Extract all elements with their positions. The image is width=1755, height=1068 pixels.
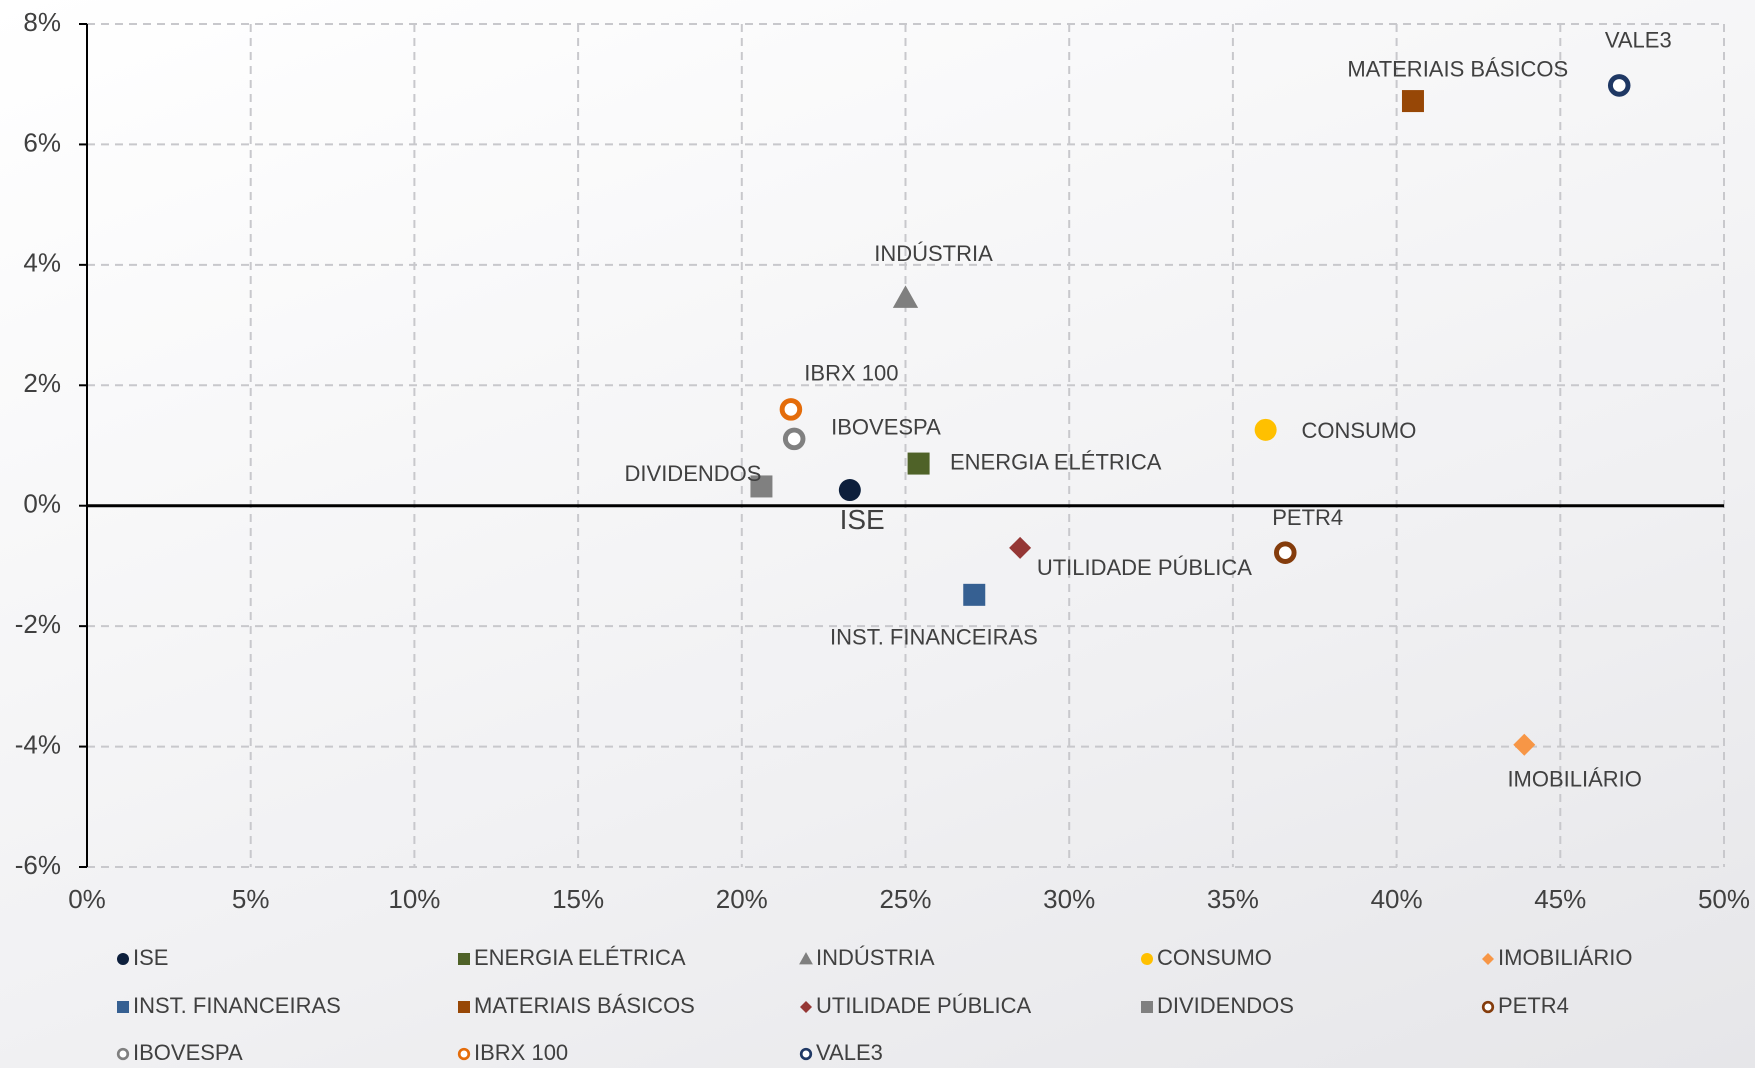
point (907, 452, 930, 475)
legend-marker (1141, 953, 1153, 965)
y-tick-label: -2% (15, 609, 61, 639)
legend-label: IBOVESPA (133, 1040, 243, 1065)
point (782, 427, 806, 451)
point-label: DIVIDENDOS (625, 461, 762, 486)
legend-label: VALE3 (816, 1040, 883, 1065)
legend-label: IMOBILIÁRIO (1498, 945, 1632, 970)
legend-marker (458, 953, 470, 965)
legend-label: IBRX 100 (474, 1040, 568, 1065)
legend-marker (800, 1001, 812, 1013)
legend-label: ENERGIA ELÉTRICA (474, 945, 686, 970)
legend-marker (799, 1047, 813, 1061)
y-tick-label: 4% (23, 248, 61, 278)
legend-label: CONSUMO (1157, 945, 1272, 970)
point (1009, 536, 1032, 559)
x-tick-label: 10% (388, 884, 440, 914)
x-tick-label: 40% (1371, 884, 1423, 914)
point (838, 479, 861, 502)
legend-label: INDÚSTRIA (816, 945, 935, 970)
point (1254, 418, 1277, 441)
point (1274, 541, 1297, 564)
x-tick-label: 0% (68, 884, 106, 914)
point-label: CONSUMO (1301, 418, 1416, 443)
y-tick-label: 0% (23, 489, 61, 519)
y-tick-label: 8% (23, 7, 61, 37)
x-tick-label: 5% (232, 884, 270, 914)
legend-label: INST. FINANCEIRAS (133, 993, 341, 1018)
x-tick-label: 35% (1207, 884, 1259, 914)
legend-marker (1482, 953, 1494, 965)
y-tick-label: -6% (15, 850, 61, 880)
point-label: INST. FINANCEIRAS (830, 624, 1038, 649)
x-tick-label: 50% (1698, 884, 1750, 914)
point-label: PETR4 (1272, 505, 1343, 530)
point (892, 285, 919, 308)
legend-marker (458, 1001, 470, 1013)
point (963, 583, 986, 606)
point (1513, 733, 1536, 756)
legend-marker (117, 1001, 129, 1013)
legend-label: ISE (133, 945, 168, 970)
y-tick-label: 2% (23, 368, 61, 398)
point-label: ISE (840, 504, 885, 535)
legend-marker (457, 1047, 471, 1061)
legend-marker (1481, 1000, 1495, 1014)
x-tick-label: 30% (1043, 884, 1095, 914)
point-label: IBRX 100 (804, 360, 898, 385)
legend-marker (117, 953, 129, 965)
point (779, 398, 803, 421)
point-label: IMOBILIÁRIO (1507, 766, 1641, 791)
legend-label: DIVIDENDOS (1157, 993, 1294, 1018)
x-tick-label: 45% (1534, 884, 1586, 914)
y-tick-label: -4% (15, 729, 61, 759)
point-label: MATERIAIS BÁSICOS (1347, 57, 1568, 82)
point-label: VALE3 (1605, 28, 1672, 53)
legend-marker (116, 1047, 130, 1061)
point (750, 475, 773, 498)
point (1401, 90, 1424, 113)
x-tick-label: 15% (552, 884, 604, 914)
point-label: IBOVESPA (831, 415, 941, 440)
legend-label: UTILIDADE PÚBLICA (816, 993, 1031, 1018)
legend-marker (799, 952, 813, 965)
legend-label: PETR4 (1498, 993, 1569, 1018)
legend-label: MATERIAIS BÁSICOS (474, 993, 695, 1018)
x-tick-label: 20% (716, 884, 768, 914)
y-tick-label: 6% (23, 127, 61, 157)
legend-marker (1141, 1001, 1153, 1013)
x-tick-label: 25% (879, 884, 931, 914)
point-label: ENERGIA ELÉTRICA (950, 449, 1162, 474)
point-label: INDÚSTRIA (874, 241, 993, 266)
point (1607, 74, 1631, 97)
point-label: UTILIDADE PÚBLICA (1037, 555, 1252, 580)
